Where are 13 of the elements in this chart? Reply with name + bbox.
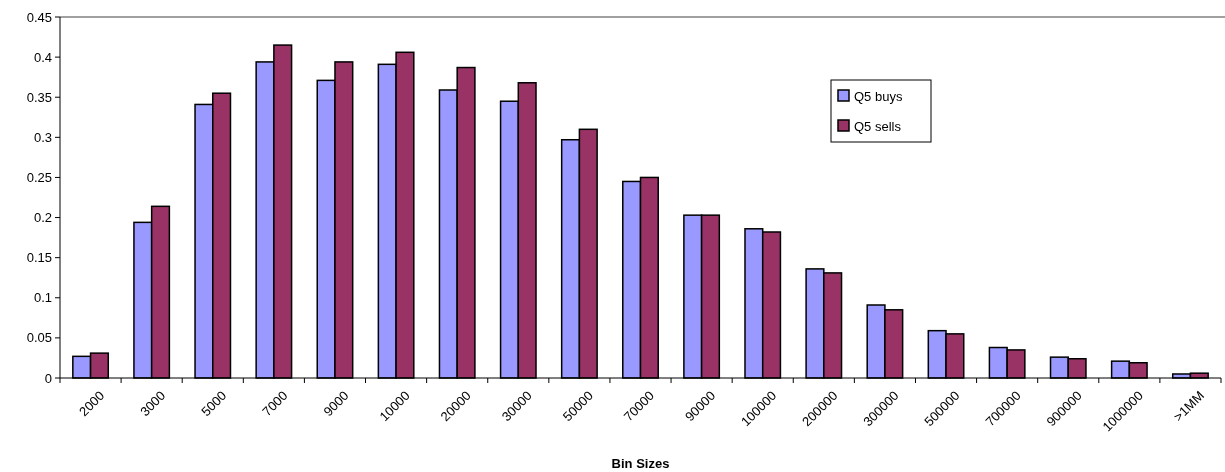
legend-label: Q5 buys — [854, 88, 903, 104]
x-axis-title: Bin Sizes — [611, 456, 670, 471]
y-tick-label: 0.25 — [26, 169, 52, 185]
y-tick-label: 0.4 — [33, 49, 52, 65]
y-tick-label: 0.35 — [26, 89, 52, 105]
legend-label: Q5 sells — [854, 118, 902, 134]
y-tick-label: 0.3 — [33, 129, 52, 145]
y-tick-label: 0.1 — [33, 290, 52, 306]
y-tick-label: 0.45 — [26, 9, 52, 25]
y-tick-label: 0.2 — [33, 210, 52, 226]
y-tick-label: 0.15 — [26, 250, 52, 266]
y-tick-label: 0.05 — [26, 330, 52, 346]
y-tick-label: 0 — [44, 370, 52, 386]
